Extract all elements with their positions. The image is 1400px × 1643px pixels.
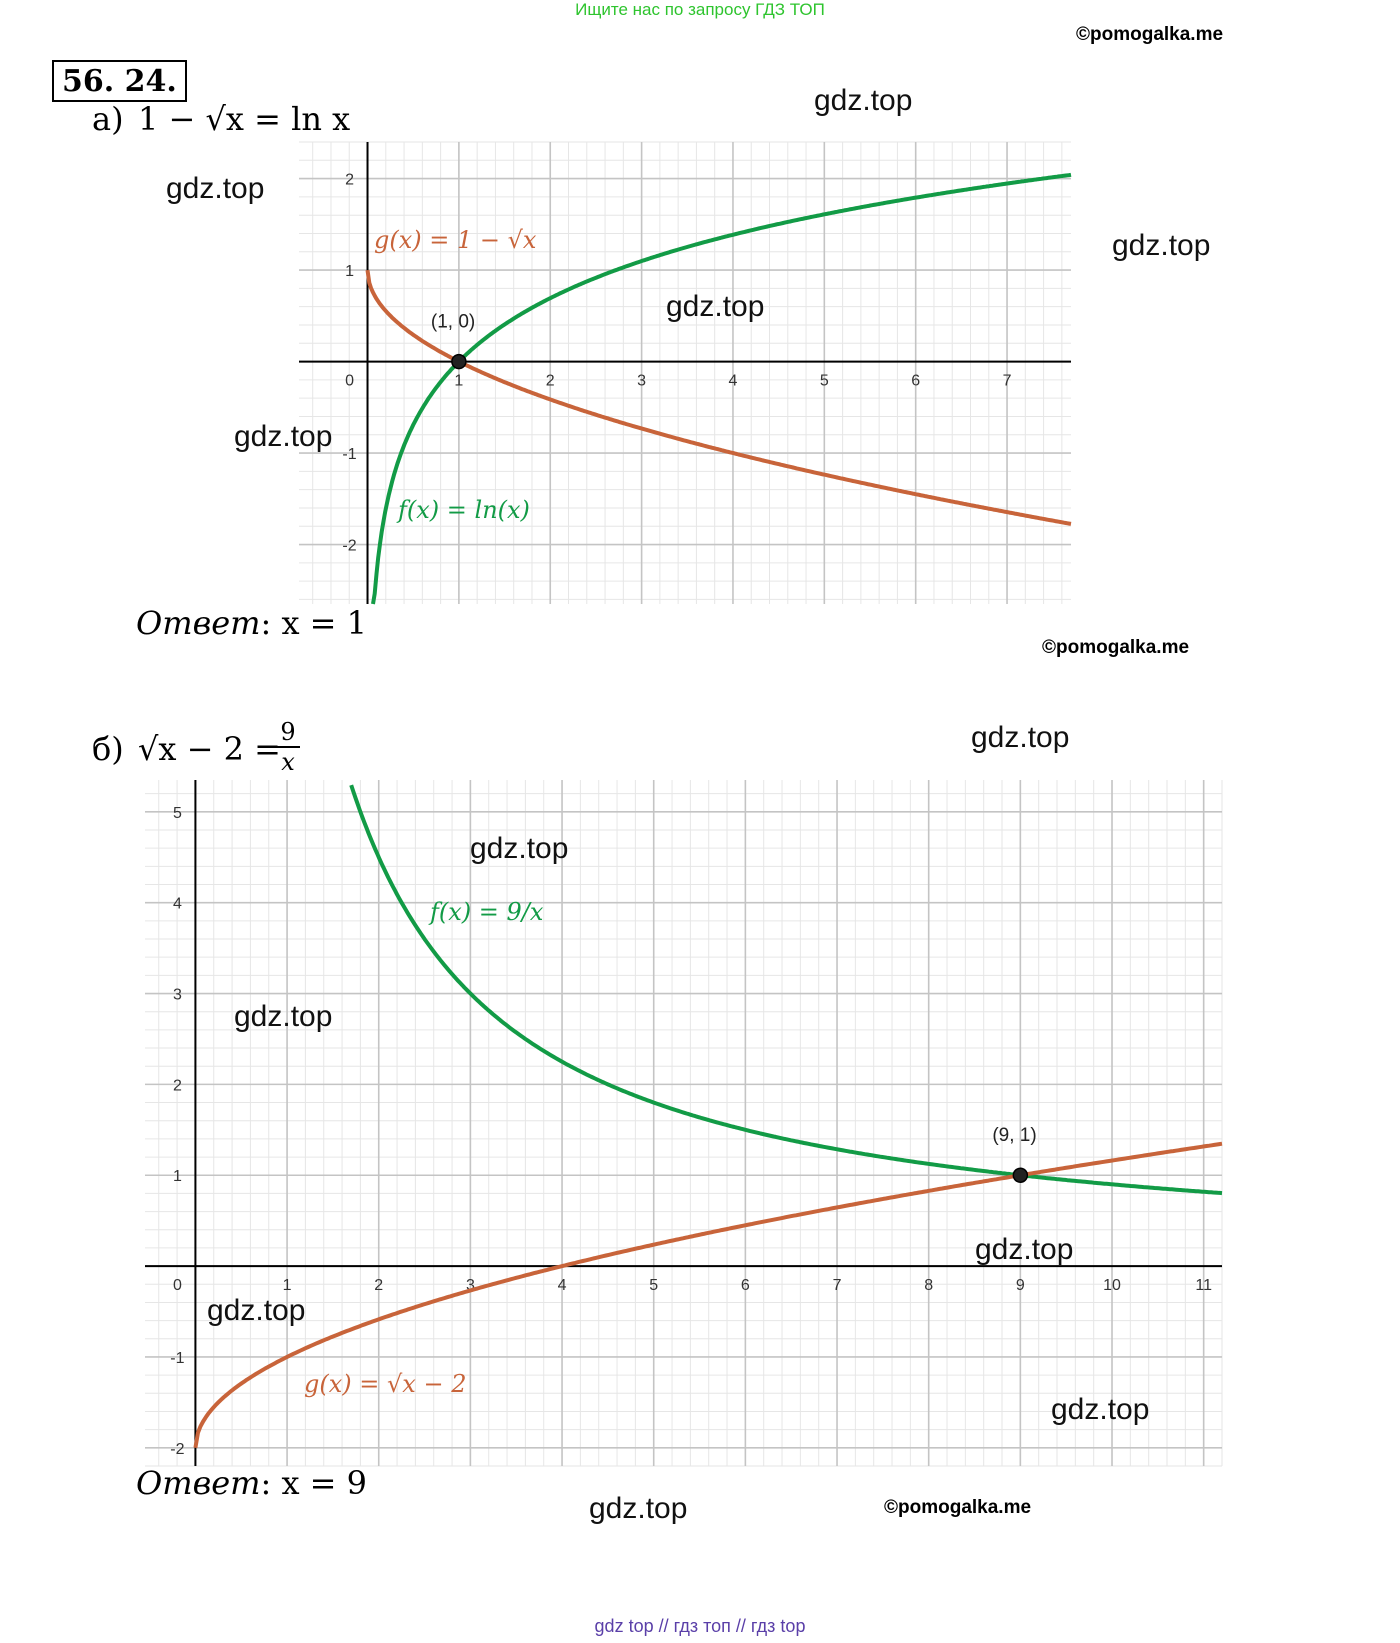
watermark: gdz.top [207,1294,306,1327]
intersection-label: (9, 1) [992,1125,1036,1146]
part-b-fraction-den: x [276,746,300,776]
x-tick-label: 4 [558,1277,567,1294]
watermark: gdz.top [234,420,333,453]
part-b-label: б) [92,730,124,768]
series-label: g(x) = 1 − √x [374,226,537,254]
x-tick-label: 1 [454,373,463,390]
y-tick-label: -1 [342,446,356,463]
y-tick-label: 2 [173,1077,182,1094]
series-label: f(x) = 9/x [428,898,544,926]
y-tick-label: 1 [173,1168,182,1185]
origin-label: 0 [173,1277,182,1294]
x-tick-label: 6 [911,373,920,390]
series-line [371,172,1072,605]
part-a-answer: Ответ: x = 1 [136,604,367,642]
problem-number: 56. 24. [52,60,187,102]
copyright-a: ©pomogalka.me [1042,637,1190,658]
series-line [365,269,1072,526]
watermark: gdz.top [666,290,765,323]
copyright-top: ©pomogalka.me [1076,24,1224,45]
watermark: gdz.top [470,832,569,865]
x-tick-label: 1 [283,1277,292,1294]
y-tick-label: -1 [170,1350,184,1367]
part-b-answer: Ответ: x = 9 [136,1464,367,1502]
y-tick-label: 2 [345,172,354,189]
x-tick-label: 5 [820,373,829,390]
x-tick-label: 3 [637,373,646,390]
part-b-answer-value: : x = 9 [260,1464,367,1502]
x-tick-label: 7 [833,1277,842,1294]
series-label: g(x) = √x − 2 [304,1370,466,1398]
x-tick-label: 2 [374,1277,383,1294]
watermark: gdz.top [1112,229,1211,262]
watermark: gdz.top [975,1233,1074,1266]
series-line [193,1141,1223,1449]
y-tick-label: -2 [170,1441,184,1458]
part-a-equation: 1 − √x = ln x [138,100,351,138]
series-line [349,784,1223,1196]
x-tick-label: 10 [1103,1277,1121,1294]
intersection-point [1012,1167,1029,1183]
y-tick-label: 1 [345,263,354,280]
part-b-fraction-num: 9 [280,718,296,746]
part-a-answer-value: : x = 1 [260,604,367,642]
chart-b-group: 1 2 3 4 5 6 7 8 9 10 11 5 4 3 2 1 -1 -2 0 f(x) = 9/x g(x) = … [145,780,1223,1467]
footer-links: gdz top // гдз топ // гдз top [594,1616,806,1636]
y-tick-label: -2 [342,538,356,555]
x-tick-label: 11 [1195,1277,1212,1294]
x-tick-label: 7 [1003,373,1012,390]
watermark: gdz.top [166,172,265,205]
watermark: gdz.top [589,1492,688,1525]
search-banner: Ищите нас по запросу ГДЗ ТОП [575,0,825,19]
chart-a-group: 1 2 3 4 5 6 7 2 1 -1 -2 0 f(x) = ln(x) g(x) = 1 − √x (… [299,141,1072,605]
series-label: f(x) = ln(x) [396,496,530,524]
y-tick-label: 5 [173,805,182,822]
copyright-b: ©pomogalka.me [884,1497,1032,1518]
watermark: gdz.top [971,721,1070,754]
part-b-answer-prefix: Ответ [136,1464,261,1502]
part-a-label: а) [92,100,124,138]
x-tick-label: 4 [729,373,738,390]
part-b-fraction: 9 x [276,718,300,776]
y-tick-label: 3 [173,987,182,1004]
x-tick-label: 2 [546,373,555,390]
x-tick-label: 3 [466,1277,475,1294]
watermark: gdz.top [1051,1393,1150,1426]
x-tick-label: 5 [649,1277,658,1294]
part-b-equation-left: √x − 2 = [138,730,281,768]
intersection-label: (1, 0) [431,312,475,333]
watermark: gdz.top [234,1000,333,1033]
x-tick-label: 8 [924,1277,933,1294]
x-tick-label: 9 [1016,1277,1025,1294]
watermark: gdz.top [814,84,913,117]
intersection-point [451,353,467,370]
part-a-answer-prefix: Ответ [136,604,261,642]
x-tick-label: 6 [741,1277,750,1294]
origin-label: 0 [345,373,354,390]
y-tick-label: 4 [173,896,182,913]
